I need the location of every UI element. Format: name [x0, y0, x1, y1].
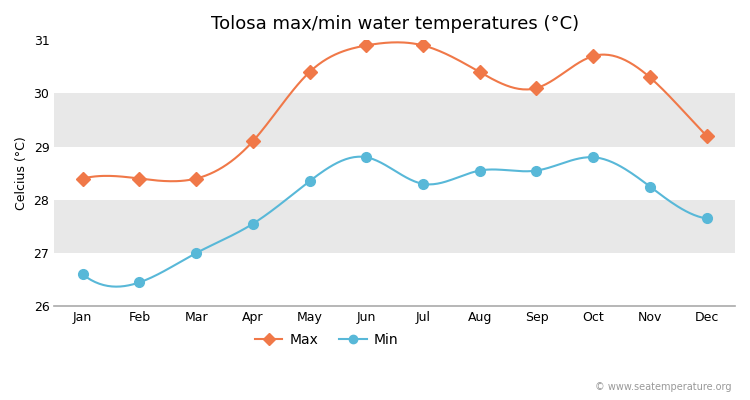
Bar [54, 253, 735, 306]
Text: © www.seatemperature.org: © www.seatemperature.org [595, 382, 731, 392]
Bar [54, 200, 735, 253]
Y-axis label: Celcius (°C): Celcius (°C) [15, 136, 28, 210]
Legend: Max, Min: Max, Min [249, 328, 404, 353]
Bar [54, 93, 735, 147]
Bar [54, 147, 735, 200]
Bar [54, 40, 735, 93]
Title: Tolosa max/min water temperatures (°C): Tolosa max/min water temperatures (°C) [211, 15, 579, 33]
